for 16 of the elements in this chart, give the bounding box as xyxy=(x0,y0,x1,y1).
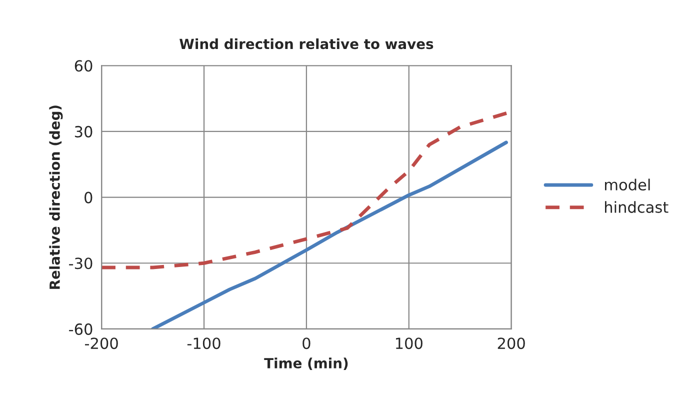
x-tick-label: 200 xyxy=(498,338,525,350)
legend-label: model xyxy=(605,178,650,191)
x-tick-label: 0 xyxy=(302,338,310,350)
x-tick-label: -200 xyxy=(84,338,118,350)
x-tick-label: 100 xyxy=(396,338,422,350)
x-tick-label: -100 xyxy=(187,338,220,350)
line-series xyxy=(151,140,508,329)
y-tick-label: 0 xyxy=(84,192,92,204)
chart-title: Wind direction relative to waves xyxy=(180,38,434,50)
y-tick-label: -60 xyxy=(69,323,92,335)
y-tick-label: 60 xyxy=(74,60,92,72)
y-tick-label: -30 xyxy=(69,258,92,270)
y-tick-label: 30 xyxy=(74,126,92,138)
y-axis-title: Relative direction (deg) xyxy=(49,106,63,289)
x-axis-title: Time (min) xyxy=(264,358,348,370)
legend-label: hindcast xyxy=(605,201,668,213)
